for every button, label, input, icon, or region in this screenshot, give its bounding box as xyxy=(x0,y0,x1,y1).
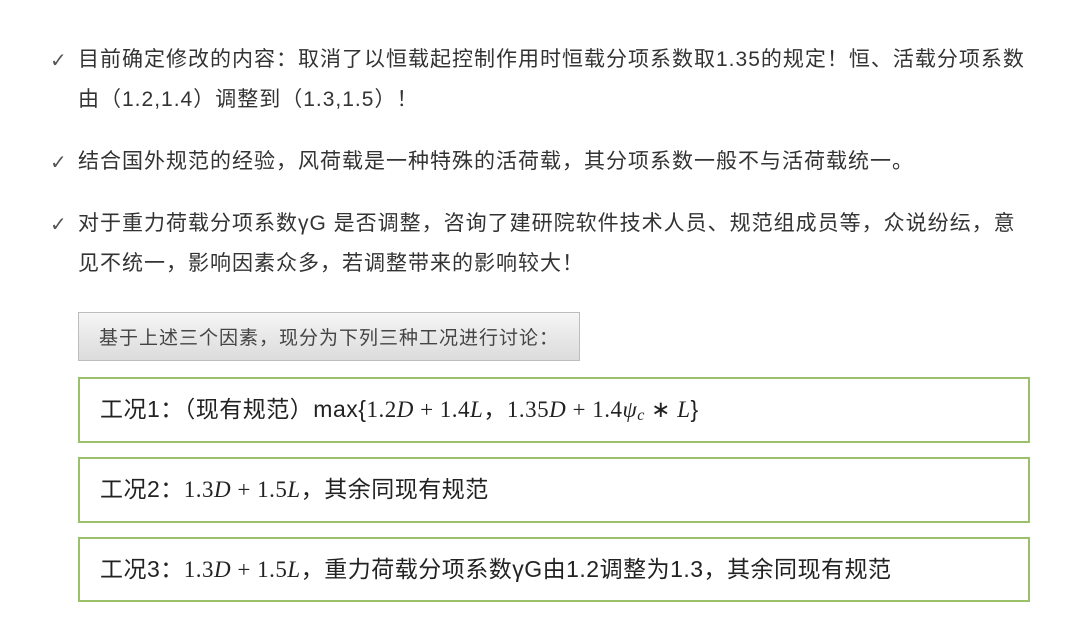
case-formula: 1.2D + 1.4L，1.35D + 1.4ψc ∗ L xyxy=(366,397,690,422)
slide: ✓ 目前确定修改的内容：取消了以恒载起控制作用时恒载分项系数取1.35的规定！恒… xyxy=(0,0,1080,627)
check-icon: ✓ xyxy=(50,144,78,182)
case-suffix: } xyxy=(690,396,698,422)
case-1-box: 工况1：（现有规范）max{1.2D + 1.4L，1.35D + 1.4ψc … xyxy=(78,377,1030,444)
bullet-item: ✓ 结合国外规范的经验，风荷载是一种特殊的活荷载，其分项系数一般不与活荷载统一。 xyxy=(50,142,1030,182)
bullet-item: ✓ 对于重力荷载分项系数γG 是否调整，咨询了建研院软件技术人员、规范组成员等，… xyxy=(50,204,1030,284)
case-formula: 1.3D + 1.5L xyxy=(184,477,301,502)
case-2-box: 工况2：1.3D + 1.5L，其余同现有规范 xyxy=(78,457,1030,522)
check-icon: ✓ xyxy=(50,42,78,80)
bullet-item: ✓ 目前确定修改的内容：取消了以恒载起控制作用时恒载分项系数取1.35的规定！恒… xyxy=(50,40,1030,120)
case-3-box: 工况3：1.3D + 1.5L，重力荷载分项系数γG由1.2调整为1.3，其余同… xyxy=(78,537,1030,602)
bullet-text: 对于重力荷载分项系数γG 是否调整，咨询了建研院软件技术人员、规范组成员等，众说… xyxy=(78,204,1030,284)
case-label: 工况2： xyxy=(100,476,184,502)
summary-box: 基于上述三个因素，现分为下列三种工况进行讨论： xyxy=(78,312,580,361)
case-formula: 1.3D + 1.5L xyxy=(184,557,301,582)
check-icon: ✓ xyxy=(50,206,78,244)
case-suffix: ，其余同现有规范 xyxy=(301,476,489,502)
bullet-list: ✓ 目前确定修改的内容：取消了以恒载起控制作用时恒载分项系数取1.35的规定！恒… xyxy=(50,40,1030,284)
case-suffix: ，重力荷载分项系数γG由1.2调整为1.3，其余同现有规范 xyxy=(301,556,892,582)
case-label: 工况1：（现有规范）max{ xyxy=(100,396,366,422)
bullet-text: 目前确定修改的内容：取消了以恒载起控制作用时恒载分项系数取1.35的规定！恒、活… xyxy=(78,40,1030,120)
case-label: 工况3： xyxy=(100,556,184,582)
bullet-text: 结合国外规范的经验，风荷载是一种特殊的活荷载，其分项系数一般不与活荷载统一。 xyxy=(78,142,1030,182)
